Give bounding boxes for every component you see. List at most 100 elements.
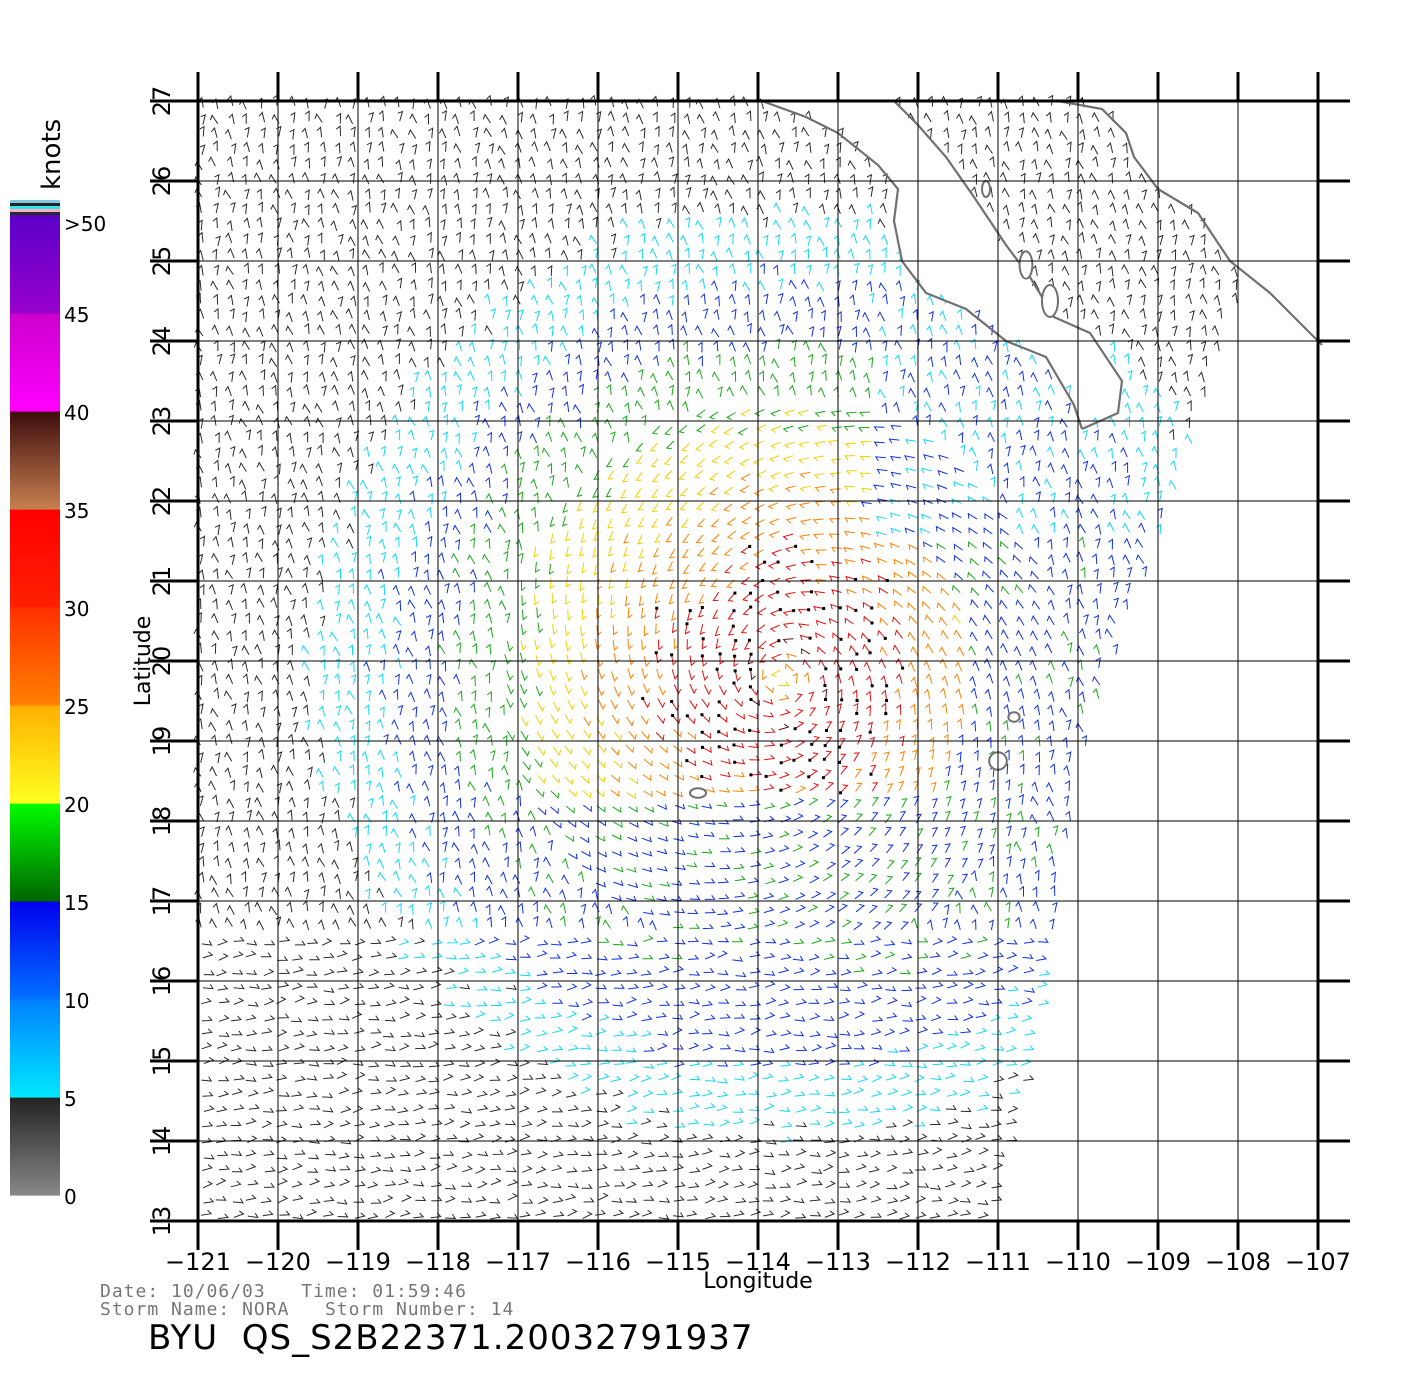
wind-barb <box>931 902 939 912</box>
wind-barb <box>977 951 989 960</box>
wind-barb <box>421 857 430 868</box>
wind-barb <box>683 354 690 366</box>
wind-barb <box>1000 642 1008 654</box>
wind-barb <box>816 236 825 247</box>
wind-barb <box>287 809 293 821</box>
wind-barb <box>376 401 384 413</box>
wind-barb <box>552 1026 564 1034</box>
rain-flag <box>717 745 721 749</box>
wind-barb <box>871 1090 883 1097</box>
wind-barb <box>764 1169 776 1176</box>
wind-barb <box>370 1104 382 1111</box>
wind-barb <box>824 705 831 716</box>
wind-barb <box>859 455 871 461</box>
wind-barb <box>800 548 812 555</box>
rain-flag <box>901 666 905 670</box>
wind-barb <box>442 431 449 443</box>
wind-barb <box>370 1088 382 1095</box>
wind-barb <box>804 173 810 185</box>
wind-barb <box>572 235 581 246</box>
wind-barb <box>230 341 235 353</box>
wind-barb <box>203 1056 215 1064</box>
wind-barb <box>533 857 540 869</box>
wind-barb <box>626 792 636 800</box>
wind-barb <box>504 612 511 624</box>
wind-barb <box>968 616 978 627</box>
wind-barb <box>368 797 374 809</box>
wind-barb <box>475 1166 486 1174</box>
wind-barb <box>345 538 354 549</box>
wind-barb <box>870 1150 882 1158</box>
wind-barb <box>793 141 799 152</box>
wind-barb <box>384 1046 396 1052</box>
rain-flag <box>810 560 814 564</box>
wind-barb <box>362 627 369 639</box>
wind-barb <box>423 584 432 595</box>
wind-barb <box>836 141 842 153</box>
wind-barb <box>953 673 961 684</box>
wind-barb <box>756 607 767 616</box>
wind-barb <box>1005 797 1011 809</box>
wind-barb <box>581 1073 593 1082</box>
wind-barb <box>548 325 554 337</box>
wind-barb <box>656 1089 668 1096</box>
wind-barb <box>784 441 795 449</box>
wind-barb <box>428 1104 440 1110</box>
wind-barb <box>901 798 908 808</box>
wind-barb <box>1092 204 1099 215</box>
wind-barb <box>1015 399 1023 410</box>
wind-barb <box>921 630 931 640</box>
wind-barb <box>1045 781 1054 793</box>
wind-barb <box>427 535 433 547</box>
lat-lon-grid <box>197 100 1319 1222</box>
wind-barb <box>870 1212 882 1218</box>
wind-barb <box>626 968 638 975</box>
wind-barb <box>1077 448 1086 460</box>
wind-barb <box>824 1058 836 1066</box>
wind-barb <box>1230 265 1238 277</box>
rain-flag <box>779 761 783 765</box>
wind-barb <box>899 385 905 397</box>
wind-barb <box>636 280 642 291</box>
isla-san-benedicto <box>1007 711 1021 723</box>
wind-barb <box>785 663 794 672</box>
wind-barb <box>878 282 887 292</box>
wind-barb <box>278 981 290 988</box>
wind-barb <box>211 324 220 335</box>
wind-barb <box>853 702 859 714</box>
wind-barb <box>292 263 298 275</box>
wind-barb <box>1006 1060 1018 1066</box>
legend-top-stripe <box>10 203 60 206</box>
wind-barb <box>763 892 775 900</box>
wind-barb <box>1077 659 1083 671</box>
wind-barb <box>1050 884 1056 897</box>
wind-barb <box>610 789 620 797</box>
wind-barb <box>681 518 689 528</box>
wind-barb <box>415 1044 427 1050</box>
wind-barb <box>301 660 310 671</box>
wind-barb <box>577 870 585 882</box>
wind-barb <box>1107 127 1115 138</box>
wind-barb <box>227 247 235 259</box>
wind-barb <box>323 1120 334 1129</box>
wind-barb <box>240 582 247 594</box>
wind-barb <box>869 292 875 304</box>
wind-barb <box>712 609 719 620</box>
wind-barb <box>1060 630 1069 641</box>
wind-barb <box>982 614 991 624</box>
wind-barb <box>395 400 402 412</box>
wind-barb <box>211 629 220 641</box>
wind-barb <box>474 446 480 457</box>
wind-barb <box>438 612 445 624</box>
wind-barb <box>330 370 339 382</box>
rain-flag <box>748 728 752 732</box>
wind-barb <box>286 917 295 928</box>
wind-barb <box>302 900 309 912</box>
wind-barb <box>1108 554 1115 566</box>
wind-barb <box>333 250 340 262</box>
wind-barb <box>304 778 311 790</box>
wind-barb <box>368 1015 380 1021</box>
wind-barb <box>529 232 536 244</box>
wind-barb <box>808 691 815 702</box>
wind-barb <box>620 371 629 383</box>
